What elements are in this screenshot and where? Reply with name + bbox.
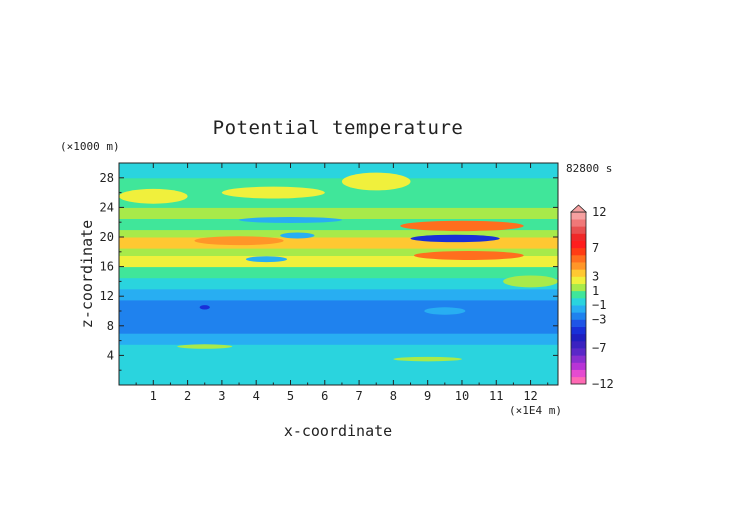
colorbar-swatch	[571, 226, 586, 234]
x-tick-label: 3	[218, 389, 225, 403]
x-tick-label: 5	[287, 389, 294, 403]
heatmap-feature	[503, 275, 558, 288]
heatmap-band	[119, 192, 558, 208]
colorbar-swatch	[571, 355, 586, 363]
colorbar-label: 7	[592, 241, 599, 255]
colorbar-swatch	[571, 305, 586, 313]
heatmap-feature	[119, 188, 188, 204]
colorbar-swatch	[571, 319, 586, 327]
colorbar-label: −1	[592, 298, 606, 312]
colorbar-swatch	[571, 219, 586, 227]
heatmap-feature	[341, 172, 411, 191]
colorbar-label: 1	[592, 284, 599, 298]
colorbar-label: −7	[592, 341, 606, 355]
plot-frame	[118, 162, 559, 386]
heatmap-feature	[177, 344, 233, 349]
x-tick-label: 10	[455, 389, 469, 403]
heatmap-feature	[199, 305, 210, 310]
heatmap-band	[119, 248, 558, 256]
colorbar-swatch	[571, 341, 586, 349]
colorbar-label: 12	[592, 205, 606, 219]
colorbar-swatch	[571, 348, 586, 356]
heatmap-feature	[221, 186, 325, 199]
colorbar-swatch	[571, 269, 586, 277]
heatmap-feature	[424, 307, 466, 315]
heatmap-band	[119, 366, 558, 375]
heatmap-band	[119, 299, 558, 334]
heatmap-feature	[245, 256, 288, 263]
heatmap-band	[119, 355, 558, 367]
x-tick-label: 7	[355, 389, 362, 403]
x-axis-label: x-coordinate	[284, 422, 392, 440]
y-axis: 4 8 12 16 20 24 28	[100, 171, 558, 371]
x-tick-label: 6	[321, 389, 328, 403]
colorbar-swatch	[571, 312, 586, 320]
x-tick-label: 9	[424, 389, 431, 403]
colorbar-label: −12	[592, 377, 614, 391]
colorbar-swatch	[571, 255, 586, 263]
colorbar-swatch	[571, 276, 586, 284]
chart-title: Potential temperature	[213, 117, 464, 139]
x-tick-label: 11	[489, 389, 503, 403]
y-tick-label: 20	[100, 230, 114, 244]
x-tick-label: 1	[150, 389, 157, 403]
y-tick-label: 12	[100, 289, 114, 303]
heatmap-band	[119, 163, 558, 179]
x-unit-label: (×1E4 m)	[509, 404, 562, 417]
heatmap-feature	[239, 217, 342, 223]
heatmap-band	[119, 229, 558, 238]
time-label: 82800 s	[566, 162, 612, 175]
colorbar: 12 7 31−1−3 −7 −12	[569, 204, 614, 391]
x-tick-label: 12	[523, 389, 537, 403]
colorbar-swatch	[571, 212, 586, 220]
x-axis: 1 2 3 4 5 6 7 8 9 10 11 12	[135, 163, 549, 403]
colorbar-swatch	[571, 240, 586, 249]
heatmap-band	[119, 177, 558, 194]
colorbar-swatch	[571, 326, 586, 335]
heatmap-feature	[280, 232, 315, 239]
heatmap-band	[119, 237, 558, 249]
heatmap-band	[119, 255, 558, 268]
colorbar-swatch	[571, 369, 586, 378]
heatmap-feature	[410, 234, 500, 243]
colorbar-swatch	[571, 298, 586, 306]
x-tick-label: 2	[184, 389, 191, 403]
colorbar-swatch	[571, 333, 586, 342]
y-tick-label: 4	[107, 348, 114, 362]
colorbar-extend-arrow	[569, 204, 588, 213]
y-tick-label: 8	[107, 319, 114, 333]
colorbar-swatch	[571, 290, 586, 299]
y-tick-label: 16	[100, 260, 114, 274]
heatmap-feature	[194, 236, 284, 246]
heatmap-feature	[413, 251, 524, 260]
colorbar-label: −3	[592, 313, 606, 327]
colorbar-swatch	[571, 283, 586, 292]
heatmap-band	[119, 277, 558, 290]
heatmap-band	[119, 218, 558, 231]
heatmap-field	[119, 163, 558, 385]
heatmap-band	[119, 207, 558, 219]
y-tick-label: 24	[100, 200, 114, 214]
heatmap-feature	[393, 356, 462, 362]
x-tick-label: 8	[390, 389, 397, 403]
heatmap-band	[119, 288, 558, 301]
heatmap-band	[119, 344, 558, 356]
x-tick-label: 4	[253, 389, 260, 403]
heatmap-feature	[400, 220, 524, 232]
heatmap-band	[119, 373, 558, 385]
colorbar-swatch	[571, 262, 586, 270]
heatmap-band	[119, 333, 558, 345]
colorbar-swatch	[571, 376, 586, 385]
colorbar-label: 3	[592, 270, 599, 284]
y-unit-label: (×1000 m)	[60, 140, 120, 153]
y-tick-label: 28	[100, 171, 114, 185]
colorbar-swatch	[571, 362, 586, 370]
colorbar-swatch	[571, 233, 586, 241]
y-axis-label: z-coordinate	[78, 220, 96, 328]
heatmap-band	[119, 266, 558, 279]
colorbar-swatch	[571, 247, 586, 256]
